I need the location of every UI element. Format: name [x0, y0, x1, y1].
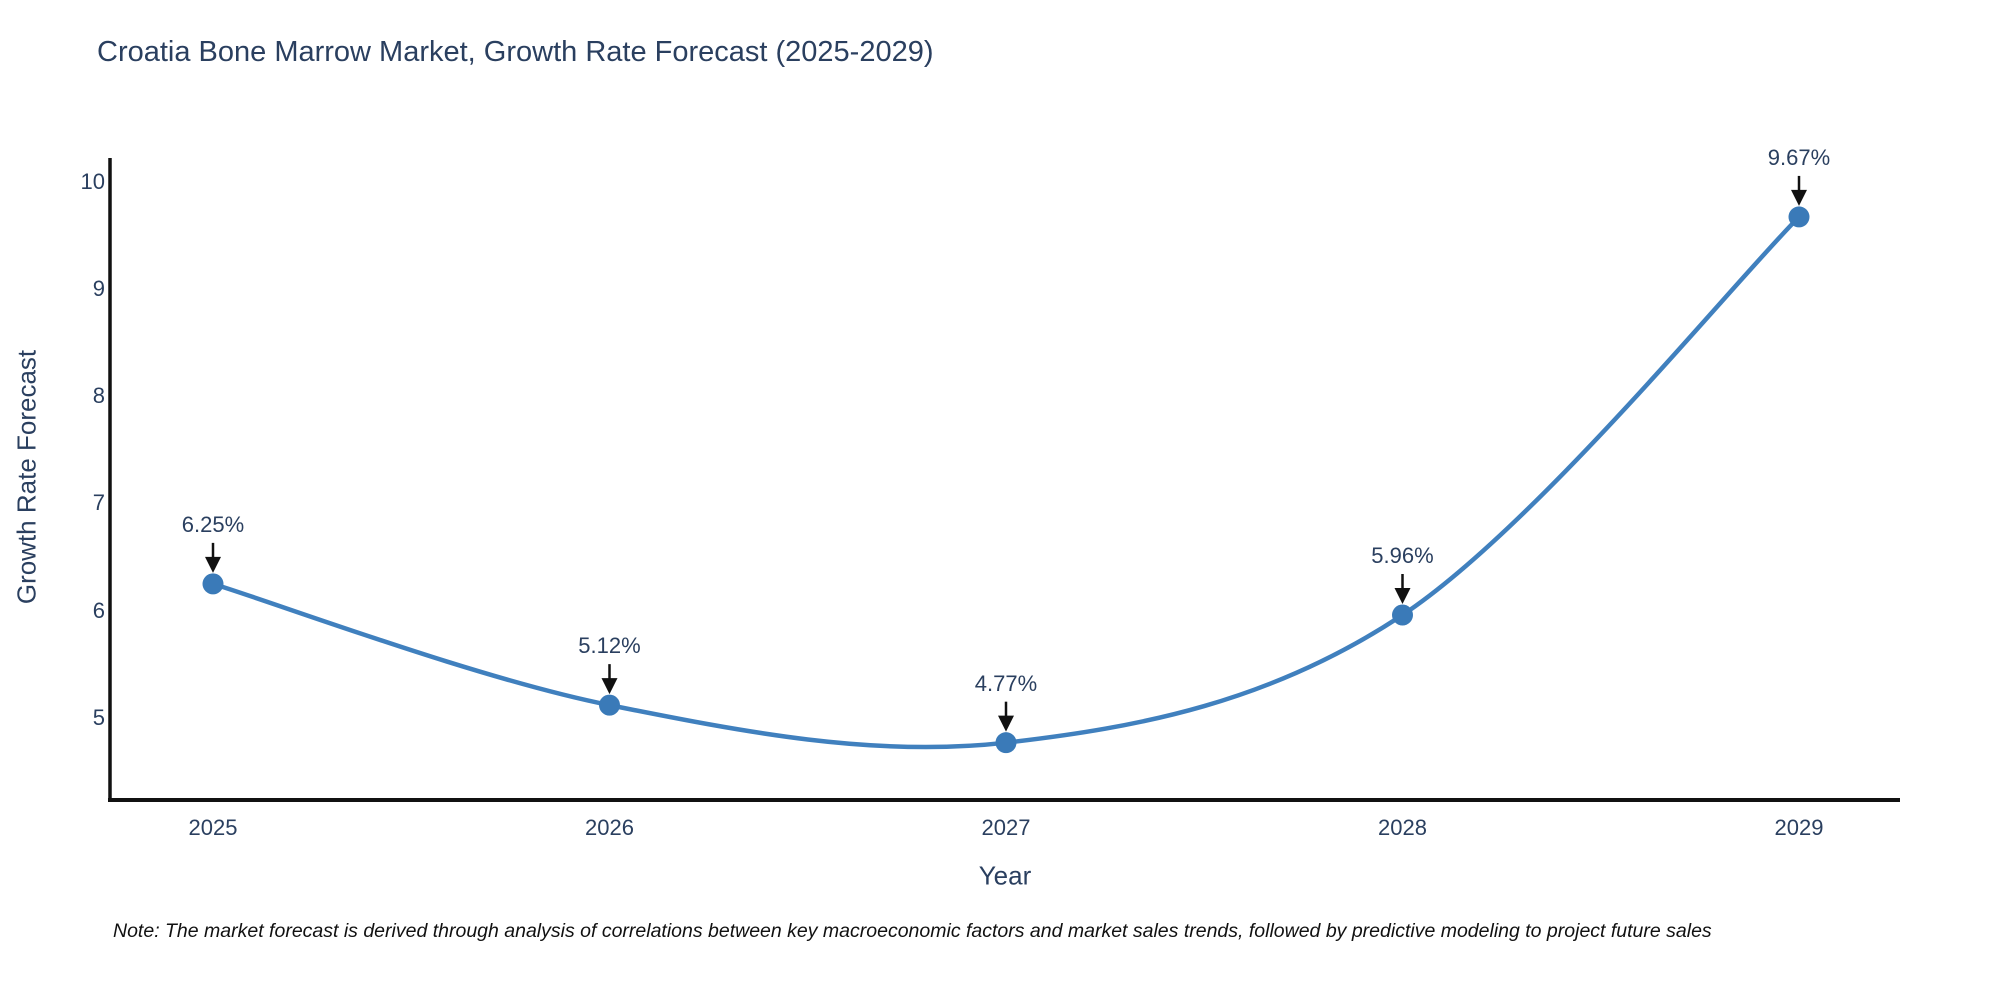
data-point-value-label: 5.96% — [1371, 542, 1434, 568]
annotation-arrow-head — [601, 678, 618, 695]
data-point-marker — [202, 573, 224, 595]
y-tick-label: 7 — [92, 490, 105, 516]
chart-title: Croatia Bone Marrow Market, Growth Rate … — [97, 36, 934, 68]
y-axis-title: Growth Rate Forecast — [11, 349, 42, 605]
data-point-marker — [599, 694, 620, 716]
x-tick-label: 2026 — [585, 815, 634, 840]
data-point-value-label: 4.77% — [974, 670, 1038, 696]
y-tick-label: 6 — [92, 597, 105, 623]
data-point-marker — [1788, 206, 1810, 228]
data-point-marker — [1392, 604, 1413, 626]
series-line — [210, 214, 1802, 750]
y-tick-label: 5 — [92, 705, 105, 730]
data-point-value-label: 5.12% — [578, 633, 641, 659]
x-tick-label: 2025 — [188, 815, 238, 840]
annotation-arrow-head — [998, 715, 1014, 732]
footnote: Note: The market forecast is derived thr… — [113, 920, 1712, 942]
annotation-arrow-head — [205, 556, 221, 573]
x-tick-label: 2027 — [981, 815, 1031, 840]
data-point-marker — [995, 732, 1017, 754]
data-point-value-label: 9.67% — [1767, 144, 1831, 170]
y-tick-label: 9 — [92, 275, 105, 301]
y-tick-label: 8 — [92, 383, 105, 409]
data-point-value-label: 6.25% — [181, 511, 245, 537]
x-axis-title: Year — [978, 860, 1032, 891]
x-tick-label: 2028 — [1378, 815, 1427, 840]
annotation-arrow-head — [1791, 189, 1807, 206]
annotation-arrow-head — [1394, 587, 1411, 604]
x-tick-label: 2029 — [1774, 815, 1824, 840]
y-tick-label: 10 — [80, 168, 105, 194]
